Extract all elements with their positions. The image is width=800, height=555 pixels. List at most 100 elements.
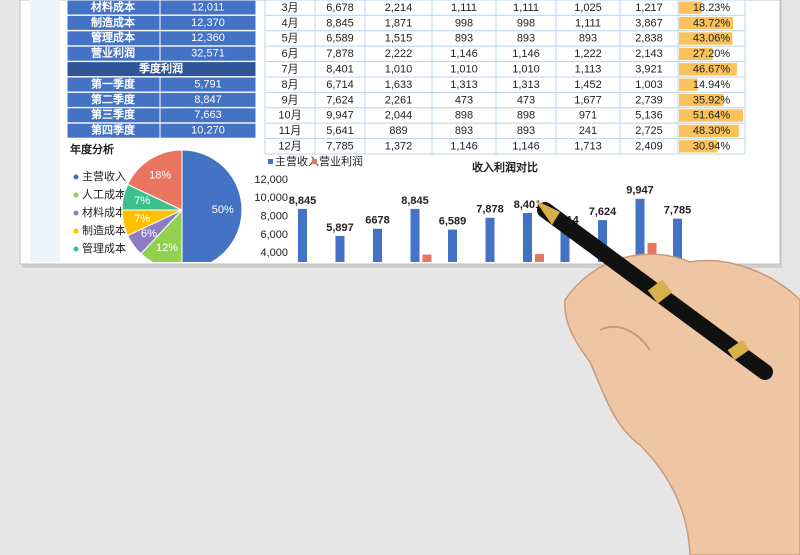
table-text: 473 xyxy=(517,94,535,106)
pen-cap-band xyxy=(727,339,750,361)
bar-label: 7,624 xyxy=(589,206,617,218)
table-text: 898 xyxy=(455,110,473,122)
pie-slice xyxy=(127,149,183,211)
table-text: 889 xyxy=(389,125,407,137)
table-text: 2,739 xyxy=(635,94,663,106)
table-text: 3月 xyxy=(281,2,298,14)
legend-label: 主营收入 xyxy=(275,154,319,168)
table-text: 473 xyxy=(455,94,473,106)
bar xyxy=(635,198,645,262)
table-text: 893 xyxy=(455,125,473,137)
rate-label: 46.67% xyxy=(693,64,731,76)
sheet-margin xyxy=(30,0,60,262)
table-text: 8,401 xyxy=(326,64,354,76)
quarter-header: 季度利润 xyxy=(138,61,183,75)
finger-crease xyxy=(599,325,651,351)
legend-swatch xyxy=(73,192,79,198)
table-text: 3,921 xyxy=(635,64,663,76)
legend-label: 人工成本 xyxy=(82,187,126,201)
table-text: 6月 xyxy=(281,48,298,60)
table-text: 2,222 xyxy=(385,48,413,60)
table-text: 898 xyxy=(517,110,535,122)
table-text: 3,867 xyxy=(635,17,663,29)
summary-label: 第三季度 xyxy=(91,107,136,121)
table-text: 1,677 xyxy=(574,94,602,106)
bar-label: 8,845 xyxy=(289,195,317,207)
pie-label: 6% xyxy=(141,228,157,240)
summary-value: 12,360 xyxy=(191,32,225,44)
pie-label: 7% xyxy=(134,213,150,225)
rate-bar xyxy=(679,32,733,45)
table-text: 998 xyxy=(455,17,473,29)
bar xyxy=(598,220,607,262)
rate-label: 14.94% xyxy=(693,79,731,91)
legend-swatch xyxy=(312,159,317,164)
chart-title: 年度分析 xyxy=(70,142,114,156)
pie-label: 50% xyxy=(212,204,234,216)
table-text: 1,452 xyxy=(574,79,602,91)
bar-label: 8,845 xyxy=(401,195,429,207)
bar xyxy=(560,228,570,262)
table-text: 4月 xyxy=(281,17,298,29)
table-text: 7,785 xyxy=(326,141,354,153)
summary-value: 10,270 xyxy=(191,125,225,137)
table-text: 6,589 xyxy=(326,33,354,45)
table-text: 1,713 xyxy=(574,141,602,153)
bar xyxy=(373,228,382,262)
bar-label: 8,401 xyxy=(514,199,542,211)
table-text: 2,409 xyxy=(635,141,663,153)
pen-band xyxy=(647,279,673,304)
chart-title: 收入利润对比 xyxy=(472,160,538,174)
summary-value: 8,847 xyxy=(194,94,222,106)
table-text: 1,111 xyxy=(451,2,477,14)
table-text: 11月 xyxy=(279,125,301,137)
bar-label: 5,897 xyxy=(326,222,354,234)
rate-bar xyxy=(679,109,743,122)
bar xyxy=(647,242,657,262)
summary-label: 制造成本 xyxy=(91,15,135,29)
bar xyxy=(410,208,420,262)
table-text: 7,624 xyxy=(326,94,354,106)
table-text: 893 xyxy=(455,33,473,45)
bar xyxy=(448,229,457,262)
table-text: 1,025 xyxy=(574,2,602,14)
table-text: 5月 xyxy=(281,33,298,45)
table-text: 1,113 xyxy=(575,64,602,76)
rate-label: 27.20% xyxy=(693,48,731,60)
table-text: 893 xyxy=(579,33,597,45)
rate-label: 48.30% xyxy=(693,125,731,137)
summary-label: 管理成本 xyxy=(91,30,135,44)
pen-nib xyxy=(535,200,560,225)
bar xyxy=(523,212,532,262)
table-text: 6,678 xyxy=(326,2,354,14)
table-text: 8月 xyxy=(281,79,298,91)
bar-label: 6,589 xyxy=(439,216,467,228)
legend-swatch xyxy=(268,159,273,164)
bar xyxy=(673,218,682,262)
legend-swatch xyxy=(73,174,79,180)
legend-label: 营业利润 xyxy=(319,154,363,168)
table-text: 1,010 xyxy=(512,64,540,76)
rate-bar xyxy=(679,93,724,107)
summary-value: 32,571 xyxy=(191,48,225,60)
table-text: 1,871 xyxy=(385,17,413,29)
legend-swatch xyxy=(73,210,79,216)
legend-label: 主营收入 xyxy=(82,169,126,183)
y-tick-label: 10,000 xyxy=(254,192,288,204)
table-text: 998 xyxy=(517,17,535,29)
table-text: 2,214 xyxy=(385,2,413,14)
legend-label: 材料成本 xyxy=(82,205,126,219)
bar xyxy=(422,254,432,262)
table-text: 1,372 xyxy=(385,141,413,153)
bar-label: 7,878 xyxy=(476,204,504,216)
bar-label: 7,785 xyxy=(664,205,692,217)
table-text: 1,313 xyxy=(512,79,540,91)
rate-label: 35.92% xyxy=(693,94,731,106)
table-text: 2,838 xyxy=(635,33,663,45)
table-text: 971 xyxy=(579,110,597,122)
table-text: 1,217 xyxy=(635,2,663,14)
legend-label: 制造成本 xyxy=(82,223,126,237)
rate-label: 43.72% xyxy=(693,17,731,29)
table-text: 2,044 xyxy=(385,110,413,122)
